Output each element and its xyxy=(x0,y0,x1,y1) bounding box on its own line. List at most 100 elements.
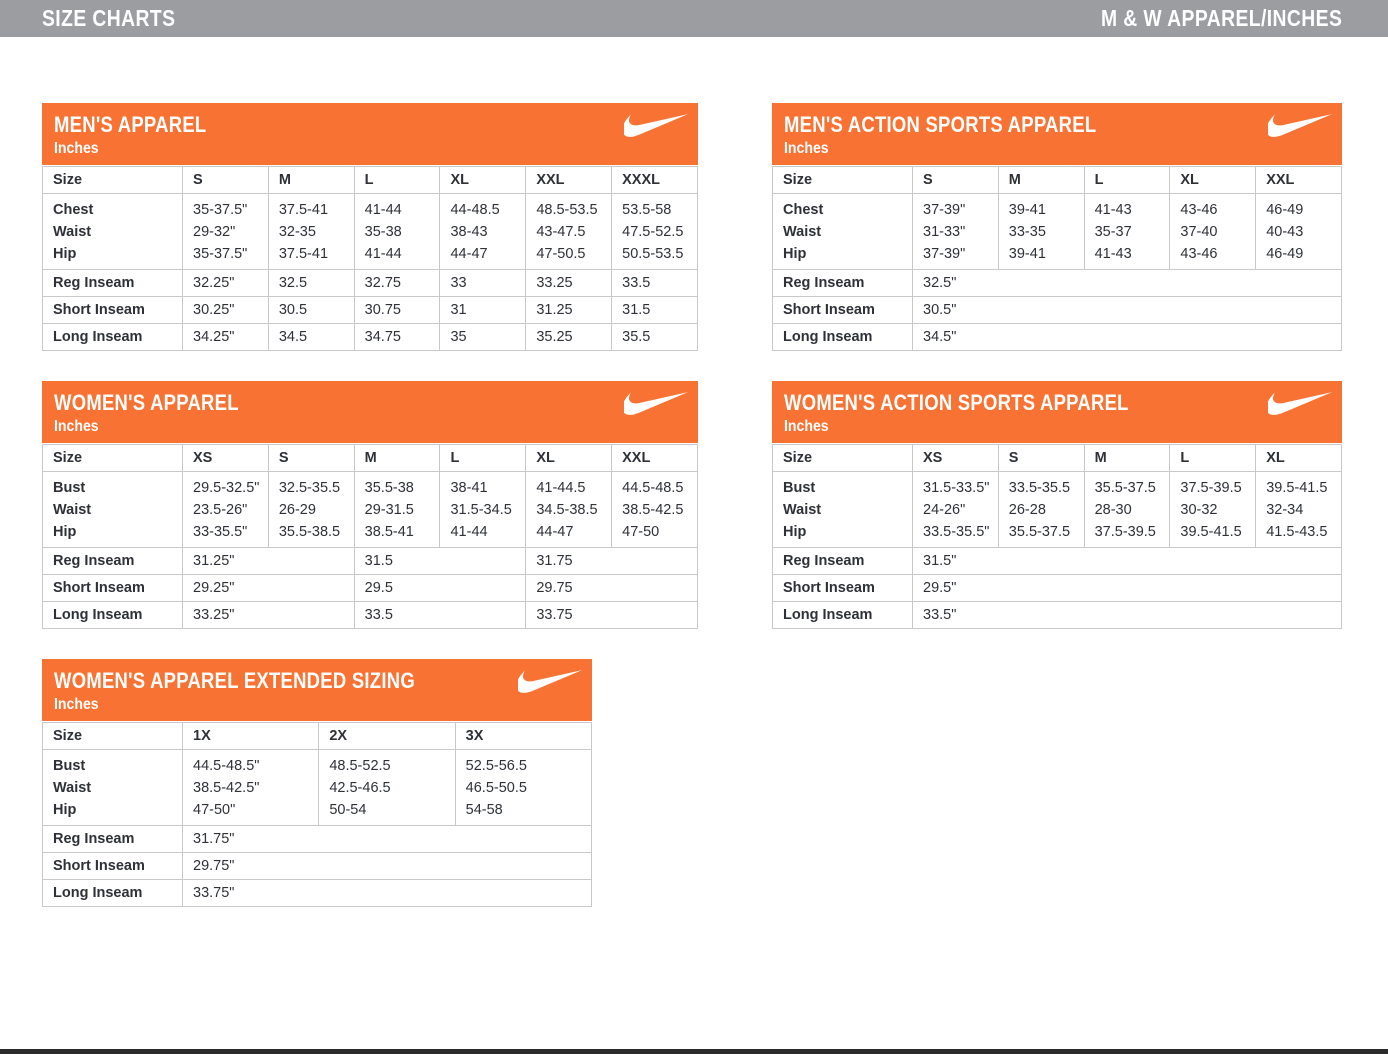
inseam-row: Short Inseam 29.25" 29.5 29.75 xyxy=(42,574,698,602)
measurement-value: 29-32" xyxy=(193,223,236,240)
inseam-value: 33 xyxy=(439,269,527,297)
inseam-label: Long Inseam xyxy=(772,601,913,629)
measurement-value: 48.5-52.5 xyxy=(329,757,391,774)
measurement-value: 40-43 xyxy=(1266,223,1304,240)
measurement-values: 48.5-52.5 42.5-46.5 50-54 xyxy=(318,749,456,826)
measurement-value: 29-31.5 xyxy=(364,501,414,518)
measurement-value: 37.5-39.5 xyxy=(1180,479,1242,496)
measurement-value: 41-44 xyxy=(364,201,402,218)
measurement-value: 31-33" xyxy=(923,223,966,240)
measurement-values: 38-41 31.5-34.5 41-44 xyxy=(439,471,527,548)
measurement-value: 26-29 xyxy=(278,501,316,518)
measurement-value: 47-50" xyxy=(193,801,236,818)
measurement-values: 46-49 40-43 46-49 xyxy=(1255,193,1342,270)
inseam-value: 35.25 xyxy=(525,323,613,351)
size-column-header: L xyxy=(1083,166,1171,194)
measurement-value: 38-41 xyxy=(450,479,488,496)
inseam-value: 30.5 xyxy=(267,296,355,324)
inseam-label: Short Inseam xyxy=(772,574,913,602)
measurement-values: 35.5-37.5 28-30 37.5-39.5 xyxy=(1083,471,1171,548)
inseam-label: Short Inseam xyxy=(772,296,913,324)
nike-swoosh-icon xyxy=(624,114,688,137)
measurement-value: 35.5-37.5 xyxy=(1008,523,1071,540)
table-subtitle: Inches xyxy=(54,696,99,713)
measurement-label: Waist xyxy=(783,223,822,240)
measurement-value: 47-50 xyxy=(622,523,660,540)
inseam-value: 29.5" xyxy=(912,574,1342,602)
size-column-header: M xyxy=(997,166,1085,194)
measurement-value: 28-30 xyxy=(1094,501,1132,518)
measurement-value: 48.5-53.5 xyxy=(536,201,598,218)
measurement-value: 44-47 xyxy=(536,523,574,540)
inseam-value: 31 xyxy=(439,296,527,324)
size-column-header: XXL xyxy=(525,166,613,194)
size-column-header: 3X xyxy=(454,722,593,750)
size-column-header: S xyxy=(182,166,269,194)
measurement-label: Waist xyxy=(783,501,822,518)
measurement-value: 41-43 xyxy=(1094,245,1132,262)
inseam-label: Short Inseam xyxy=(42,574,183,602)
measurement-values: 37-39" 31-33" 37-39" xyxy=(912,193,999,270)
measurement-labels: Chest Waist Hip xyxy=(772,193,913,270)
measurement-values: 37.5-41 32-35 37.5-41 xyxy=(267,193,355,270)
measurement-value: 43-47.5 xyxy=(536,223,586,240)
measurements-row: Chest Waist Hip 35-37.5" 29-32" 35-37.5" 37.5-… xyxy=(42,193,698,270)
measurement-value: 41-44 xyxy=(364,245,402,262)
size-header-label: Size xyxy=(772,444,913,472)
inseam-value: 33.25" xyxy=(182,601,355,629)
inseam-value: 32.25" xyxy=(182,269,269,297)
size-header-label: Size xyxy=(772,166,913,194)
measurement-values: 32.5-35.5 26-29 35.5-38.5 xyxy=(267,471,355,548)
measurement-value: 38.5-42.5 xyxy=(622,501,684,518)
inseam-value: 32.5 xyxy=(267,269,355,297)
table-title: WOMEN'S APPAREL xyxy=(54,390,239,415)
size-column-header: XXL xyxy=(611,444,698,472)
size-header-row: Size 1X 2X 3X xyxy=(42,722,593,750)
measurement-value: 46.5-50.5 xyxy=(465,779,527,796)
measurement-values: 41-44 35-38 41-44 xyxy=(353,193,441,270)
nike-swoosh-icon xyxy=(624,392,688,415)
measurement-value: 31.5-33.5" xyxy=(923,479,990,496)
measurement-values: 37.5-39.5 30-32 39.5-41.5 xyxy=(1169,471,1257,548)
measurement-label: Hip xyxy=(783,245,807,262)
inseam-value: 35 xyxy=(439,323,527,351)
measurement-value: 52.5-56.5 xyxy=(465,757,527,774)
table-title: WOMEN'S APPAREL EXTENDED SIZING xyxy=(54,668,415,693)
inseam-row: Reg Inseam 31.25" 31.5 31.75 xyxy=(42,547,698,575)
measurement-label: Bust xyxy=(53,757,86,774)
measurement-value: 35-37 xyxy=(1094,223,1132,240)
measurement-value: 35.5-37.5 xyxy=(1094,479,1156,496)
page-header: SIZE CHARTS M & W APPAREL/INCHES xyxy=(0,0,1388,37)
inseam-value: 31.5 xyxy=(611,296,698,324)
size-column-header: XL xyxy=(1255,444,1342,472)
table-subtitle: Inches xyxy=(54,418,99,435)
page-title: SIZE CHARTS xyxy=(42,5,176,31)
measurement-values: 48.5-53.5 43-47.5 47-50.5 xyxy=(525,193,613,270)
measurement-value: 33-35 xyxy=(1008,223,1046,240)
inseam-label: Short Inseam xyxy=(42,852,183,880)
measurement-values: 44.5-48.5" 38.5-42.5" 47-50" xyxy=(181,749,320,826)
inseam-row: Reg Inseam 32.5" xyxy=(772,269,1342,297)
measurement-value: 32-34 xyxy=(1266,501,1304,518)
inseam-label: Reg Inseam xyxy=(772,547,913,575)
measurement-value: 39-41 xyxy=(1008,245,1046,262)
measurement-value: 26-28 xyxy=(1008,501,1046,518)
measurements-row: Bust Waist Hip 44.5-48.5" 38.5-42.5" 47-50" 48… xyxy=(42,749,593,826)
inseam-value: 29.75 xyxy=(525,574,698,602)
size-chart-women-s-apparel-extended-sizing: WOMEN'S APPAREL EXTENDED SIZING Inches Siz… xyxy=(42,659,593,907)
table-title: MEN'S ACTION SPORTS APPAREL xyxy=(784,112,1097,137)
size-header-row: Size XS S M L XL xyxy=(772,444,1342,472)
size-header-row: Size XS S M L XL XXL xyxy=(42,444,698,472)
size-header-label: Size xyxy=(42,444,183,472)
measurement-value: 38.5-42.5" xyxy=(193,779,260,796)
inseam-value: 29.25" xyxy=(182,574,355,602)
inseam-label: Long Inseam xyxy=(42,323,183,351)
measurement-values: 39.5-41.5 32-34 41.5-43.5 xyxy=(1255,471,1342,548)
inseam-value: 30.25" xyxy=(182,296,269,324)
size-column-header: S xyxy=(912,166,999,194)
inseam-row: Short Inseam 29.5" xyxy=(772,574,1342,602)
table-title: WOMEN'S ACTION SPORTS APPAREL xyxy=(784,390,1129,415)
measurement-value: 50-54 xyxy=(329,801,367,818)
measurement-value: 46-49 xyxy=(1266,201,1304,218)
table-subtitle: Inches xyxy=(784,418,829,435)
